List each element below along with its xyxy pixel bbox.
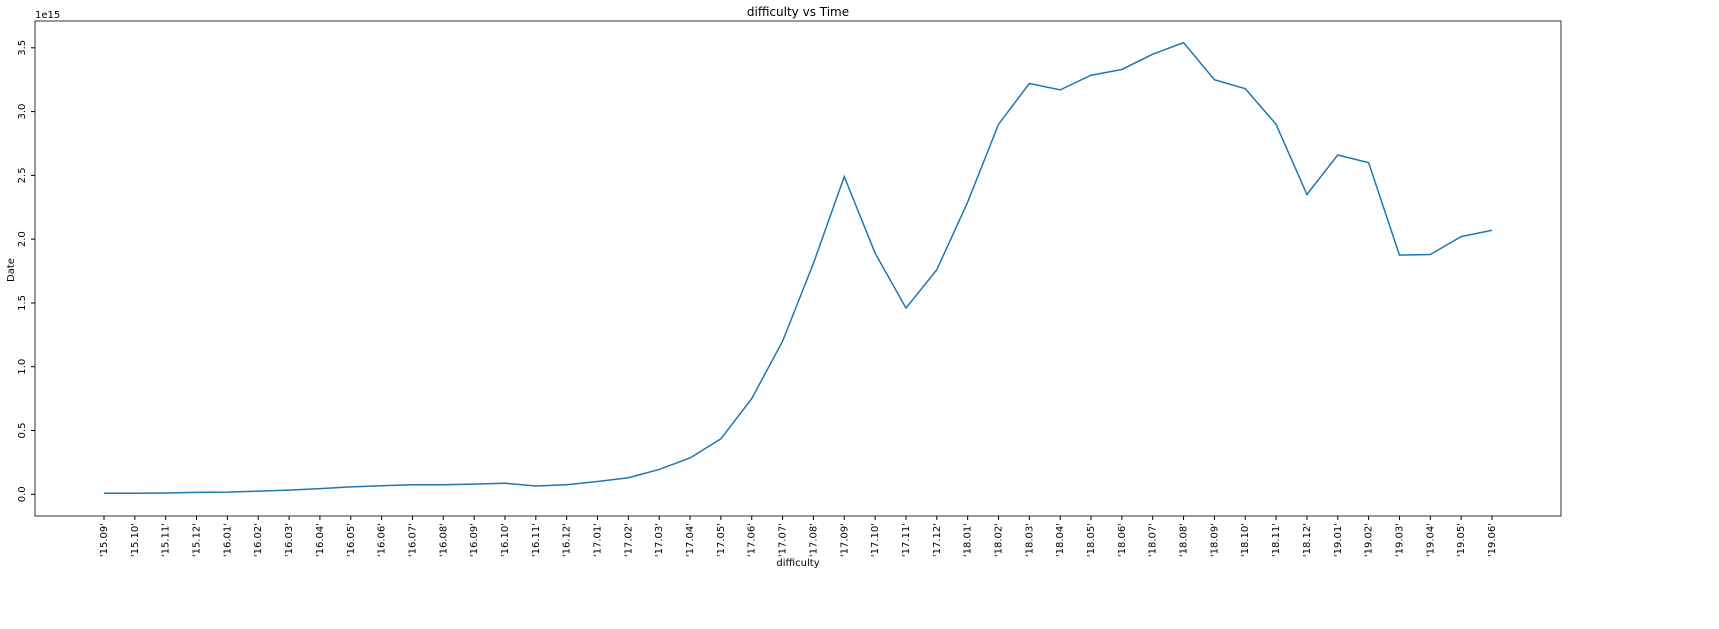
x-tick-label: '16.06' [377, 523, 388, 557]
x-tick-label: '16.10' [500, 523, 511, 557]
x-tick-label: '16.05' [346, 523, 357, 557]
x-tick-label: '18.02' [993, 523, 1004, 557]
x-tick-label: '18.07' [1148, 523, 1159, 557]
x-tick-label: '17.10' [870, 523, 881, 557]
x-tick-label: '18.03' [1024, 523, 1035, 557]
x-tick-label: '16.03' [284, 523, 295, 557]
x-tick-label: '19.02' [1364, 523, 1375, 557]
x-tick-label: '16.01' [222, 523, 233, 557]
y-tick-label: 2.5 [17, 167, 28, 183]
x-tick-label: '16.02' [253, 523, 264, 557]
x-tick-label: '18.09' [1209, 523, 1220, 557]
y-tick-label: 1.0 [17, 359, 28, 375]
y-tick-label: 0.5 [17, 423, 28, 439]
y-axis-label: Date [6, 258, 17, 282]
y-tick-label: 2.0 [17, 231, 28, 247]
x-tick-label: '19.03' [1394, 523, 1405, 557]
x-tick-label: '16.09' [469, 523, 480, 557]
y-offset-label: 1e15 [35, 10, 60, 21]
x-tick-label: '17.06' [747, 523, 758, 557]
x-tick-label: '16.08' [438, 523, 449, 557]
y-tick-label: 3.5 [17, 40, 28, 56]
x-tick-label: '18.12' [1302, 523, 1313, 557]
x-tick-label: '16.11' [531, 523, 542, 557]
x-axis-label: difficulty [776, 558, 819, 569]
x-tick-label: '17.09' [839, 523, 850, 557]
x-tick-label: '17.04' [685, 523, 696, 557]
x-tick-label: '17.12' [932, 523, 943, 557]
x-tick-label: '19.01' [1333, 523, 1344, 557]
x-tick-label: '17.05' [716, 523, 727, 557]
x-tick-label: '18.04' [1055, 523, 1066, 557]
x-tick-label: '16.12' [562, 523, 573, 557]
x-tick-label: '17.01' [593, 523, 604, 557]
x-tick-label: '19.05' [1456, 523, 1467, 557]
x-tick-label: '17.08' [808, 523, 819, 557]
x-tick-label: '15.09' [99, 523, 110, 557]
y-tick-label: 0.0 [17, 486, 28, 502]
data-line [104, 41, 1493, 495]
x-tick-label: '19.06' [1487, 523, 1498, 557]
plot-frame [34, 20, 1562, 517]
y-tick-label: 1.5 [17, 295, 28, 311]
x-tick-label: '18.11' [1271, 523, 1282, 557]
x-tick-label: '18.10' [1240, 523, 1251, 557]
y-tick-label: 3.0 [17, 104, 28, 120]
x-tick-label: '15.11' [161, 523, 172, 557]
x-tick-label: '18.08' [1179, 523, 1190, 557]
x-tick-label: '17.11' [901, 523, 912, 557]
x-tick-label: '18.01' [963, 523, 974, 557]
x-tick-label: '18.06' [1117, 523, 1128, 557]
x-tick-label: '17.07' [778, 523, 789, 557]
x-tick-label: '16.04' [315, 523, 326, 557]
x-tick-label: '16.07' [407, 523, 418, 557]
x-tick-label: '17.02' [623, 523, 634, 557]
x-tick-label: '17.03' [654, 523, 665, 557]
chart-title: difficulty vs Time [747, 5, 849, 19]
x-tick-label: '15.10' [130, 523, 141, 557]
x-tick-label: '19.04' [1425, 523, 1436, 557]
x-tick-label: '18.05' [1086, 523, 1097, 557]
x-tick-label: '15.12' [192, 523, 203, 557]
